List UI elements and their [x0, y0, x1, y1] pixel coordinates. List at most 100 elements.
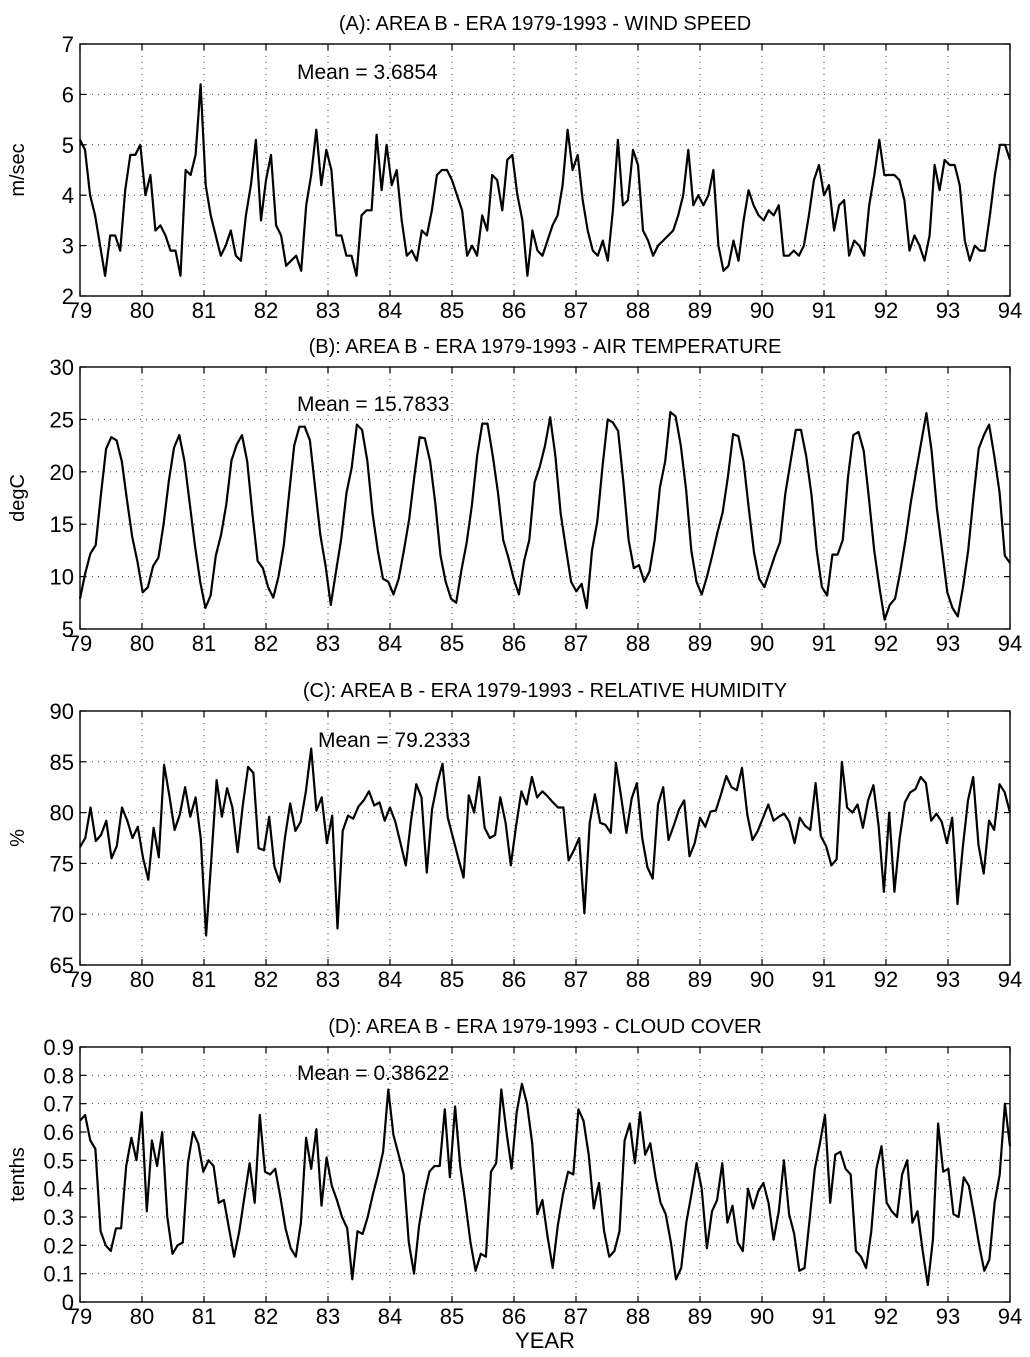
plot-frame: [79, 43, 1011, 297]
y-tick-label: 0.9: [43, 1035, 74, 1060]
x-tick-label: 81: [192, 298, 216, 323]
plot-frame: [79, 366, 1011, 630]
mean-annotation: Mean = 15.7833: [297, 393, 449, 416]
y-tick-label: 0.1: [43, 1262, 74, 1287]
x-tick-label: 87: [564, 967, 588, 992]
x-tick-label: 81: [192, 967, 216, 992]
y-tick-label: 30: [50, 355, 74, 380]
x-tick-label: 80: [130, 1304, 154, 1329]
x-tick-label: 83: [316, 967, 340, 992]
x-tick-label: 79: [68, 298, 92, 323]
y-tick-label: 85: [50, 750, 74, 775]
chart-panel-0: 79 80 81 82 83 84 85 86 87 88 89 90 91 92 93 94 2 3 4 5 6 7 (A…: [7, 13, 1022, 323]
x-tick-label: 89: [688, 298, 712, 323]
y-tick-label: 0.4: [43, 1177, 74, 1202]
y-tick-label: 3: [62, 234, 74, 259]
x-tick-label: 80: [130, 967, 154, 992]
x-tick-label: 86: [502, 631, 526, 656]
x-tick-label: 83: [316, 298, 340, 323]
y-tick-label: 0: [62, 1290, 74, 1315]
y-tick-label: 15: [50, 512, 74, 537]
y-tick-label: 90: [50, 699, 74, 724]
x-tick-label: 91: [812, 631, 836, 656]
x-tick-label: 86: [502, 1304, 526, 1329]
x-tick-label: 89: [688, 631, 712, 656]
mean-annotation: Mean = 0.38622: [297, 1062, 449, 1085]
y-tick-label: 0.5: [43, 1148, 74, 1173]
chart-title: (C): AREA B - ERA 1979-1993 - RELATIVE H…: [303, 680, 787, 702]
x-tick-label: 90: [750, 967, 774, 992]
x-tick-label: 94: [998, 298, 1022, 323]
series-line-0: [78, 411, 1011, 621]
x-tick-label: 81: [192, 631, 216, 656]
y-axis-label: degC: [7, 474, 29, 522]
y-tick-label: 4: [62, 183, 74, 208]
x-tick-label: 88: [626, 1304, 650, 1329]
x-tick-label: 87: [564, 298, 588, 323]
y-tick-label: 80: [50, 801, 74, 826]
y-tick-label: 0.7: [43, 1092, 74, 1117]
x-tick-label: 92: [874, 631, 898, 656]
y-axis-label: tenths: [7, 1147, 29, 1201]
x-tick-label: 90: [750, 298, 774, 323]
x-tick-label: 84: [378, 1304, 402, 1329]
x-tick-label: 80: [130, 631, 154, 656]
x-tick-label: 93: [936, 967, 960, 992]
x-tick-label: 87: [564, 631, 588, 656]
mean-annotation: Mean = 3.6854: [297, 61, 438, 84]
x-tick-label: 94: [998, 1304, 1022, 1329]
x-tick-label: 84: [378, 631, 402, 656]
x-tick-label: 82: [254, 631, 278, 656]
x-tick-label: 82: [254, 967, 278, 992]
y-tick-label: 25: [50, 407, 74, 432]
x-tick-label: 79: [68, 1304, 92, 1329]
chart-panel-3: 79 80 81 82 83 84 85 86 87 88 89 90 91 92 93 94 0 0.1 0.2 0…: [7, 1016, 1022, 1353]
x-tick-label: 91: [812, 967, 836, 992]
y-tick-label: 0.8: [43, 1063, 74, 1088]
x-tick-label: 80: [130, 298, 154, 323]
x-tick-label: 81: [192, 1304, 216, 1329]
x-tick-label: 85: [440, 298, 464, 323]
x-tick-label: 91: [812, 1304, 836, 1329]
x-tick-label: 79: [68, 631, 92, 656]
x-tick-label: 89: [688, 1304, 712, 1329]
series-line-0: [79, 1082, 1012, 1287]
x-tick-label: 83: [316, 1304, 340, 1329]
series-line-0: [79, 83, 1012, 277]
y-tick-label: 5: [62, 617, 74, 642]
x-tick-label: 93: [936, 298, 960, 323]
series-line-0: [79, 747, 1012, 937]
chart-title: (A): AREA B - ERA 1979-1993 - WIND SPEED: [339, 13, 751, 35]
x-tick-label: 91: [812, 298, 836, 323]
y-tick-label: 5: [62, 133, 74, 158]
x-tick-label: 82: [254, 1304, 278, 1329]
x-tick-label: 86: [502, 298, 526, 323]
x-tick-label: 84: [378, 967, 402, 992]
x-tick-label: 85: [440, 1304, 464, 1329]
x-tick-label: 88: [626, 967, 650, 992]
mean-annotation: Mean = 79.2333: [318, 729, 470, 752]
x-tick-label: 90: [750, 1304, 774, 1329]
y-axis-label: %: [7, 829, 29, 847]
y-tick-label: 0.2: [43, 1233, 74, 1258]
x-tick-label: 93: [936, 1304, 960, 1329]
x-tick-label: 84: [378, 298, 402, 323]
chart-title: (D): AREA B - ERA 1979-1993 - CLOUD COVE…: [328, 1016, 762, 1038]
x-tick-label: 93: [936, 631, 960, 656]
x-tick-label: 92: [874, 1304, 898, 1329]
x-tick-label: 86: [502, 967, 526, 992]
x-axis-label: YEAR: [515, 1328, 575, 1353]
x-tick-label: 88: [626, 631, 650, 656]
y-tick-label: 65: [50, 953, 74, 978]
y-tick-label: 7: [62, 32, 74, 57]
x-tick-label: 82: [254, 298, 278, 323]
y-tick-label: 20: [50, 460, 74, 485]
plot-frame: [79, 1046, 1011, 1303]
x-tick-label: 79: [68, 967, 92, 992]
chart-panel-1: 79 80 81 82 83 84 85 86 87 88 89 90 91 92 93 94 5 10 15 20 2…: [7, 336, 1022, 656]
x-tick-label: 87: [564, 1304, 588, 1329]
x-tick-label: 92: [874, 967, 898, 992]
x-tick-label: 92: [874, 298, 898, 323]
x-tick-label: 88: [626, 298, 650, 323]
